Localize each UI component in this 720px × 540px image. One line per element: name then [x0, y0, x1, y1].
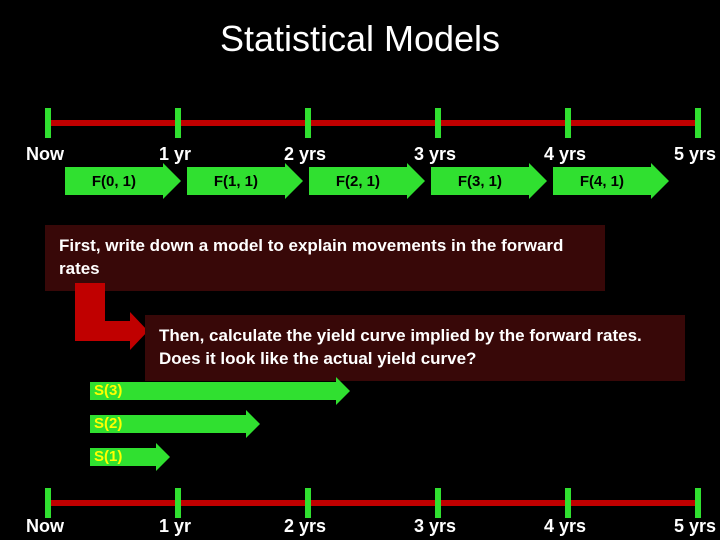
timeline-tick: [565, 108, 571, 138]
timeline-bottom: Now 1 yr 2 yrs 3 yrs 4 yrs 5 yrs: [45, 480, 695, 530]
timeline-tick: [565, 488, 571, 518]
timeline-tick: [175, 108, 181, 138]
forward-arrow: F(4, 1): [553, 165, 669, 197]
textbox-step1: First, write down a model to explain mov…: [45, 225, 605, 291]
arrow-head-icon: [285, 163, 303, 199]
forward-arrow: F(3, 1): [431, 165, 547, 197]
forward-label: F(3, 1): [431, 167, 529, 195]
timeline-tick: [435, 488, 441, 518]
forward-label: F(2, 1): [309, 167, 407, 195]
timeline-label: 4 yrs: [544, 516, 586, 537]
forward-arrow: F(2, 1): [309, 165, 425, 197]
timeline-tick: [695, 108, 701, 138]
timeline-tick: [435, 108, 441, 138]
arrow-head-icon: [246, 410, 260, 438]
timeline-label: 2 yrs: [284, 516, 326, 537]
forward-arrow: F(0, 1): [65, 165, 181, 197]
spot-label: S(2): [94, 415, 122, 432]
arrow-head-icon: [529, 163, 547, 199]
spot-label: S(3): [94, 382, 122, 399]
timeline-label: 4 yrs: [544, 144, 586, 165]
textbox-step2: Then, calculate the yield curve implied …: [145, 315, 685, 381]
spot-arrow: [90, 380, 350, 402]
spot-shaft: [90, 382, 336, 400]
spot-label: S(1): [94, 448, 122, 465]
timeline-line: [45, 120, 695, 126]
timeline-tick: [305, 488, 311, 518]
arrow-head-icon: [651, 163, 669, 199]
arrow-head-icon: [336, 377, 350, 405]
timeline-label: Now: [26, 144, 64, 165]
timeline-label: Now: [26, 516, 64, 537]
forward-label: F(1, 1): [187, 167, 285, 195]
forward-label: F(4, 1): [553, 167, 651, 195]
timeline-label: 5 yrs: [674, 144, 716, 165]
forward-label: F(0, 1): [65, 167, 163, 195]
timeline-tick: [175, 488, 181, 518]
timeline-tick: [45, 108, 51, 138]
arrow-head-icon: [156, 443, 170, 471]
timeline-label: 1 yr: [159, 516, 191, 537]
timeline-tick: [305, 108, 311, 138]
timeline-label: 3 yrs: [414, 144, 456, 165]
connector-horizontal: [75, 321, 135, 341]
timeline-label: 1 yr: [159, 144, 191, 165]
timeline-top: Now 1 yr 2 yrs 3 yrs 4 yrs 5 yrs: [45, 100, 695, 150]
timeline-label: 5 yrs: [674, 516, 716, 537]
timeline-tick: [695, 488, 701, 518]
timeline-line: [45, 500, 695, 506]
arrow-head-icon: [163, 163, 181, 199]
forward-arrow: F(1, 1): [187, 165, 303, 197]
timeline-label: 3 yrs: [414, 516, 456, 537]
page-title: Statistical Models: [0, 0, 720, 70]
forward-rate-arrows: F(0, 1) F(1, 1) F(2, 1) F(3, 1) F(4, 1): [65, 165, 675, 205]
arrow-head-icon: [407, 163, 425, 199]
timeline-label: 2 yrs: [284, 144, 326, 165]
timeline-tick: [45, 488, 51, 518]
